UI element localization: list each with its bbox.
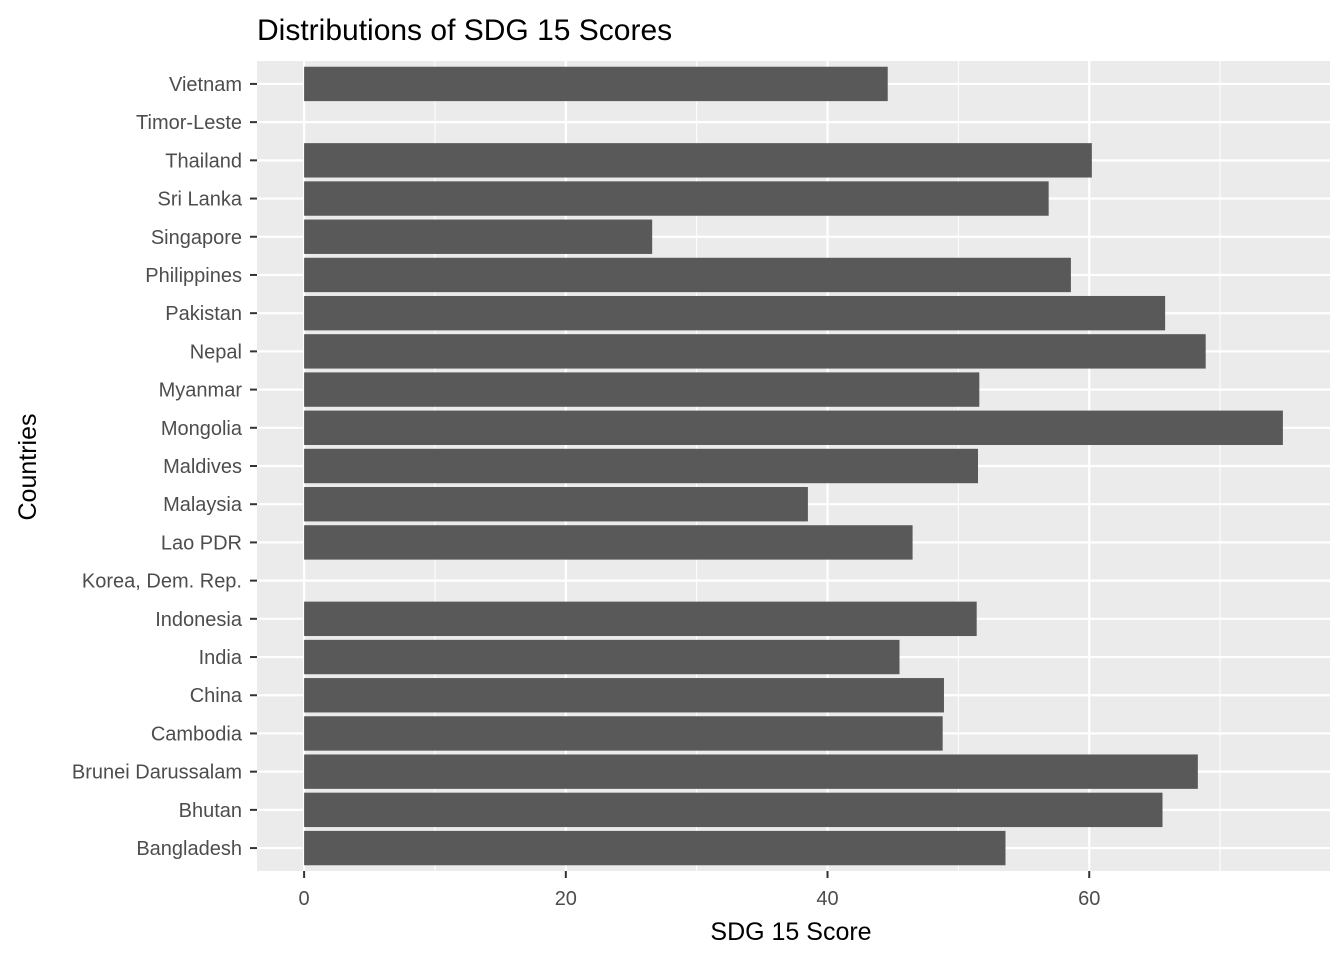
y-tick-label: Philippines — [145, 265, 242, 287]
x-tick-label: 60 — [1078, 888, 1100, 910]
x-axis-title: SDG 15 Score — [710, 918, 871, 946]
bar — [304, 754, 1198, 789]
x-tick-label: 40 — [816, 888, 838, 910]
bar — [304, 257, 1071, 293]
bar — [304, 639, 900, 675]
y-tick-label: Korea, Dem. Rep. — [82, 571, 242, 593]
y-tick-label: Nepal — [190, 341, 242, 363]
bar — [304, 792, 1163, 828]
y-tick-label: Maldives — [163, 456, 242, 478]
bar — [304, 487, 808, 522]
bar — [304, 334, 1206, 369]
y-tick-label: Singapore — [151, 227, 242, 249]
y-tick-label: Cambodia — [151, 723, 243, 745]
y-tick-label: Bhutan — [179, 800, 242, 822]
bar — [304, 219, 653, 254]
y-tick-label: China — [190, 685, 243, 707]
bar — [304, 143, 1092, 178]
bar — [304, 295, 1166, 331]
y-tick-label: Indonesia — [155, 609, 243, 631]
y-tick-label: Sri Lanka — [158, 189, 243, 211]
y-tick-label: Mongolia — [161, 418, 243, 440]
y-axis-title: Countries — [14, 414, 42, 521]
bar — [304, 410, 1283, 445]
y-tick-label: India — [199, 647, 243, 669]
y-tick-label: Thailand — [165, 150, 242, 172]
y-tick-label: Malaysia — [163, 494, 243, 516]
y-tick-label: Timor-Leste — [136, 112, 242, 134]
bar — [304, 716, 943, 751]
bars — [304, 66, 1283, 866]
chart-title: Distributions of SDG 15 Scores — [257, 14, 672, 47]
bar — [304, 678, 944, 713]
y-tick-label: Pakistan — [165, 303, 242, 325]
y-tick-label: Vietnam — [169, 74, 242, 96]
bar — [304, 448, 979, 484]
axes: Bangladesh Bhutan Brunei Darussalam Cambodi… — [72, 74, 1100, 910]
x-tick-label: 0 — [299, 888, 310, 910]
bar — [304, 181, 1049, 216]
bar — [304, 601, 977, 637]
y-tick-label: Brunei Darussalam — [72, 762, 242, 784]
bar — [304, 66, 888, 102]
y-tick-label: Myanmar — [159, 380, 243, 402]
y-tick-label: Bangladesh — [136, 838, 242, 860]
bar — [304, 372, 980, 407]
y-tick-label: Lao PDR — [161, 532, 242, 554]
x-tick-label: 20 — [555, 888, 577, 910]
bar — [304, 830, 1006, 866]
bar — [304, 525, 913, 560]
